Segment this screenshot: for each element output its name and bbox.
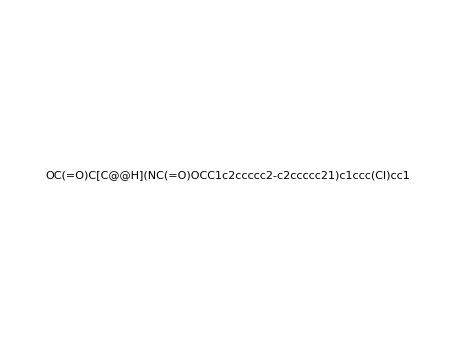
Text: OC(=O)C[C@@H](NC(=O)OCC1c2ccccc2-c2ccccc21)c1ccc(Cl)cc1: OC(=O)C[C@@H](NC(=O)OCC1c2ccccc2-c2ccccc…: [45, 170, 410, 180]
